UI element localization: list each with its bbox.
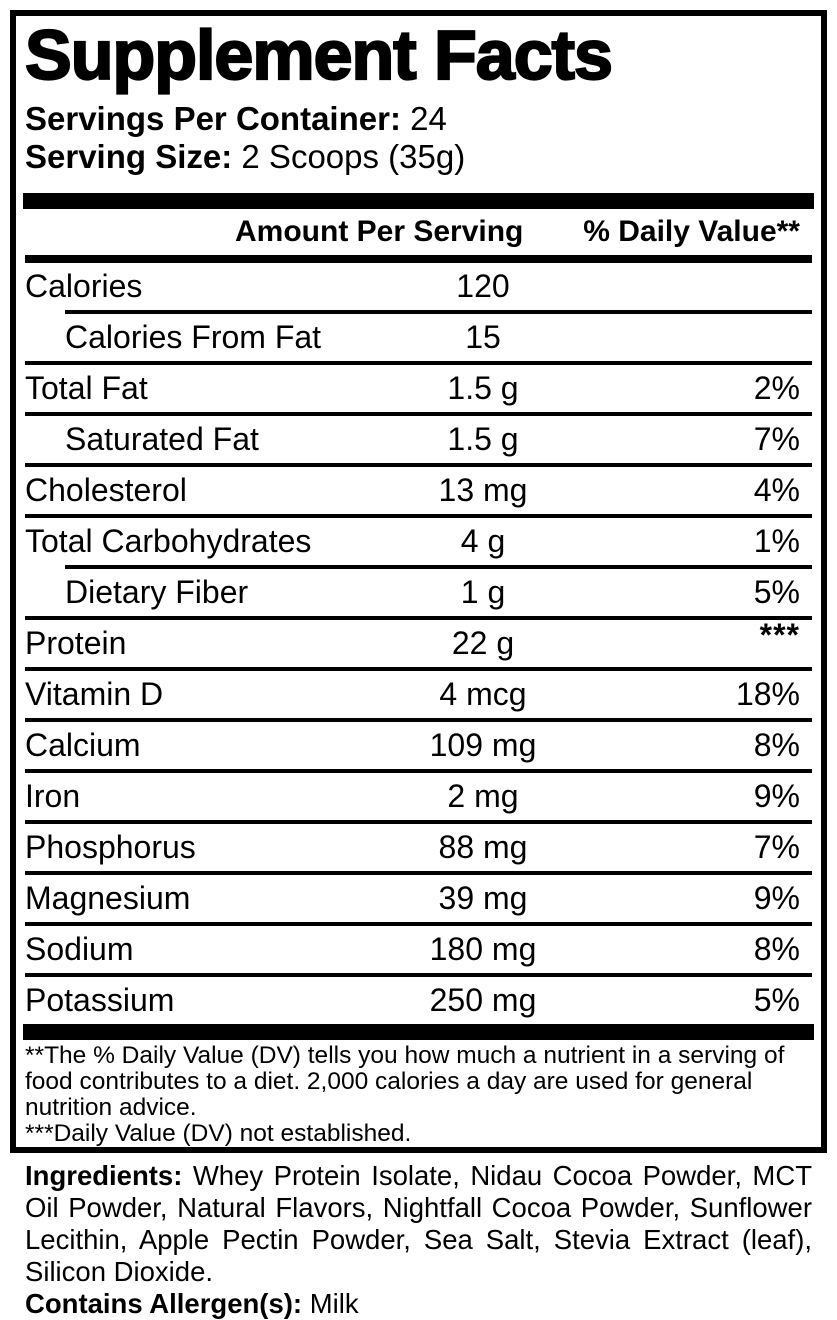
nutrient-name: Protein [25, 625, 127, 661]
footnotes: **The % Daily Value (DV) tells you how m… [25, 1043, 812, 1147]
ingredients-text: Whey Protein Isolate, Nidau Cocoa Powder… [25, 1160, 812, 1287]
nutrient-daily-value: 8% [753, 727, 800, 763]
allergen-value: Milk [302, 1288, 359, 1319]
row-separator [65, 310, 812, 314]
nutrient-amount: 4 mcg [439, 676, 527, 712]
row-separator [65, 565, 812, 569]
nutrient-row: Protein 22 g *** [16, 617, 821, 667]
servings-per-container-line: Servings Per Container: 24 [25, 100, 821, 138]
allergen-line: Contains Allergen(s): Milk [25, 1288, 812, 1320]
nutrient-name: Phosphorus [25, 829, 196, 865]
nutrient-row: Calories 120 [16, 263, 821, 310]
nutrient-name: Saturated Fat [65, 421, 259, 457]
nutrient-amount: 15 [465, 319, 501, 355]
nutrient-table: Calories 120 Calories From Fat 15 Total … [16, 263, 821, 1024]
nutrient-row: Iron 2 mg 9% [16, 773, 821, 820]
nutrient-row: Vitamin D 4 mcg 18% [16, 671, 821, 718]
nutrient-daily-value: 5% [753, 574, 800, 610]
nutrient-daily-value: 5% [753, 982, 800, 1018]
nutrient-amount: 2 mg [447, 778, 519, 814]
nutrient-row: Calories From Fat 15 [16, 314, 821, 361]
serving-size-label: Serving Size: [25, 138, 233, 175]
footnote-not-established: ***Daily Value (DV) not established. [25, 1120, 412, 1147]
nutrient-name: Total Fat [25, 370, 148, 406]
nutrient-amount: 1 g [460, 574, 506, 610]
nutrient-amount: 22 g [451, 625, 515, 661]
serving-size-line: Serving Size: 2 Scoops (35g) [25, 138, 821, 176]
row-separator [25, 463, 812, 467]
servings-per-container-value: 24 [410, 100, 447, 137]
label-title: Supplement Facts [24, 16, 614, 94]
nutrient-daily-value: 7% [753, 829, 800, 865]
nutrient-row: Magnesium 39 mg 9% [16, 875, 821, 922]
nutrient-name: Iron [25, 778, 81, 814]
nutrient-name: Calories [25, 268, 143, 304]
nutrient-amount: 109 mg [429, 727, 537, 763]
nutrient-daily-value: 2% [753, 370, 800, 406]
divider-thick-bottom [23, 1024, 814, 1040]
nutrient-row: Dietary Fiber 1 g 5% [16, 569, 821, 616]
divider-thick-top [23, 193, 814, 209]
row-separator [25, 922, 812, 926]
nutrient-row: Saturated Fat 1.5 g 7% [16, 416, 821, 463]
nutrient-name: Calories From Fat [65, 319, 322, 355]
nutrient-row: Total Fat 1.5 g 2% [16, 365, 821, 412]
row-separator [25, 973, 812, 977]
nutrient-name: Cholesterol [25, 472, 187, 508]
nutrient-name: Vitamin D [25, 676, 164, 712]
nutrient-name: Dietary Fiber [65, 574, 249, 610]
row-separator [25, 820, 812, 824]
nutrient-daily-value: 18% [735, 676, 800, 712]
nutrient-amount: 4 g [460, 523, 506, 559]
nutrient-amount: 39 mg [438, 880, 528, 916]
nutrient-daily-value: *** [759, 617, 800, 653]
nutrient-amount: 180 mg [429, 931, 537, 967]
column-header-amount: Amount Per Serving [235, 215, 524, 248]
nutrient-name: Sodium [25, 931, 134, 967]
nutrient-daily-value: 4% [753, 472, 800, 508]
nutrient-row: Potassium 250 mg 5% [16, 977, 821, 1024]
row-separator [25, 718, 812, 722]
serving-size-value: 2 Scoops (35g) [241, 138, 466, 175]
nutrient-row: Total Carbohydrates 4 g 1% [16, 518, 821, 565]
nutrient-name: Calcium [25, 727, 141, 763]
servings-per-container-label: Servings Per Container: [25, 100, 401, 137]
nutrient-amount: 120 [456, 268, 510, 304]
footnote-daily-value: **The % Daily Value (DV) tells you how m… [25, 1042, 785, 1121]
row-separator [25, 871, 812, 875]
row-separator [25, 412, 812, 416]
nutrient-row: Calcium 109 mg 8% [16, 722, 821, 769]
row-separator [25, 769, 812, 773]
nutrient-amount: 1.5 g [447, 370, 519, 406]
ingredients-section: Ingredients: Whey Protein Isolate, Nidau… [25, 1160, 812, 1320]
allergen-label: Contains Allergen(s): [25, 1288, 303, 1319]
nutrient-name: Magnesium [25, 880, 191, 916]
row-separator [25, 667, 812, 671]
nutrient-name: Total Carbohydrates [25, 523, 312, 559]
nutrient-row: Phosphorus 88 mg 7% [16, 824, 821, 871]
nutrient-row: Cholesterol 13 mg 4% [16, 467, 821, 514]
nutrient-amount: 13 mg [438, 472, 528, 508]
supplement-facts-panel: Supplement Facts Servings Per Container:… [10, 10, 827, 1153]
serving-info: Servings Per Container: 24 Serving Size:… [25, 100, 821, 176]
row-separator [25, 361, 812, 365]
row-separator [25, 514, 812, 518]
nutrient-amount: 1.5 g [447, 421, 519, 457]
nutrient-name: Potassium [25, 982, 175, 1018]
nutrient-amount: 88 mg [438, 829, 528, 865]
nutrient-daily-value: 9% [753, 880, 800, 916]
nutrient-daily-value: 8% [753, 931, 800, 967]
nutrient-amount: 250 mg [429, 982, 537, 1018]
nutrient-daily-value: 7% [753, 421, 800, 457]
ingredients-paragraph: Ingredients: Whey Protein Isolate, Nidau… [25, 1160, 812, 1288]
ingredients-label: Ingredients: [25, 1160, 183, 1191]
header-rule [25, 255, 812, 263]
nutrient-row: Sodium 180 mg 8% [16, 926, 821, 973]
column-header-daily-value: % Daily Value** [583, 215, 800, 248]
table-header: Amount Per Serving % Daily Value** [16, 209, 821, 255]
row-separator [25, 616, 812, 620]
nutrient-daily-value: 1% [753, 523, 800, 559]
nutrient-daily-value: 9% [753, 778, 800, 814]
